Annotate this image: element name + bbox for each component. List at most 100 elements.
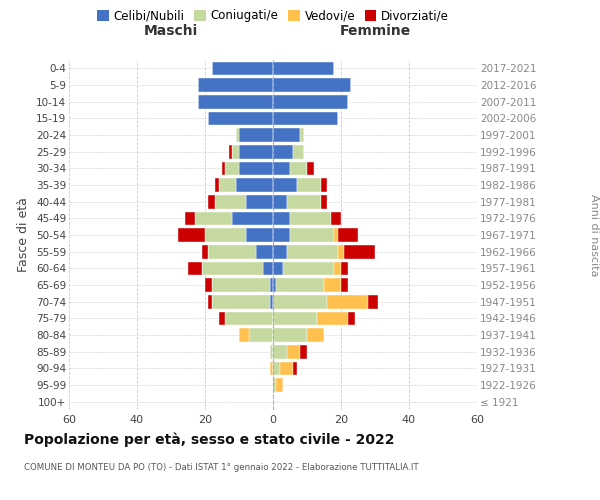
Bar — [273, 312, 317, 325]
Bar — [246, 195, 273, 208]
Bar — [273, 262, 283, 275]
Bar — [277, 378, 283, 392]
Bar — [273, 228, 290, 242]
Bar — [208, 245, 256, 258]
Bar — [249, 328, 273, 342]
Bar — [232, 145, 239, 158]
Bar — [273, 145, 293, 158]
Text: Maschi: Maschi — [144, 24, 198, 38]
Bar — [320, 178, 328, 192]
Bar — [277, 278, 324, 292]
Legend: Celibi/Nubili, Coniugati/e, Vedovi/e, Divorziati/e: Celibi/Nubili, Coniugati/e, Vedovi/e, Di… — [92, 4, 454, 27]
Bar — [344, 245, 375, 258]
Bar — [212, 62, 273, 75]
Bar — [246, 228, 273, 242]
Bar — [328, 295, 368, 308]
Bar — [287, 195, 320, 208]
Bar — [239, 328, 249, 342]
Text: Femmine: Femmine — [340, 24, 410, 38]
Bar — [256, 245, 273, 258]
Bar — [188, 262, 202, 275]
Bar — [269, 362, 273, 375]
Y-axis label: Fasce di età: Fasce di età — [17, 198, 31, 272]
Bar — [205, 278, 212, 292]
Bar — [212, 278, 269, 292]
Bar — [273, 295, 328, 308]
Bar — [273, 245, 287, 258]
Bar — [341, 278, 348, 292]
Bar — [297, 178, 320, 192]
Bar — [218, 178, 236, 192]
Bar — [239, 145, 273, 158]
Bar — [338, 245, 344, 258]
Bar — [317, 312, 348, 325]
Bar — [226, 162, 239, 175]
Bar — [348, 312, 355, 325]
Bar — [273, 345, 287, 358]
Bar — [208, 112, 273, 125]
Bar — [334, 262, 341, 275]
Bar — [215, 178, 218, 192]
Bar — [273, 195, 287, 208]
Bar — [222, 162, 226, 175]
Bar — [198, 78, 273, 92]
Bar — [205, 228, 246, 242]
Bar — [273, 378, 277, 392]
Bar — [293, 362, 297, 375]
Bar — [320, 195, 328, 208]
Bar — [185, 212, 195, 225]
Text: Popolazione per età, sesso e stato civile - 2022: Popolazione per età, sesso e stato civil… — [24, 432, 395, 447]
Bar — [338, 228, 358, 242]
Bar — [283, 262, 334, 275]
Bar — [273, 212, 290, 225]
Bar — [236, 128, 239, 142]
Bar — [341, 262, 348, 275]
Bar — [226, 312, 273, 325]
Bar — [263, 262, 273, 275]
Bar — [202, 245, 208, 258]
Bar — [269, 278, 273, 292]
Bar — [236, 178, 273, 192]
Bar — [273, 362, 280, 375]
Text: Anni di nascita: Anni di nascita — [589, 194, 599, 276]
Bar — [218, 312, 226, 325]
Bar — [273, 128, 300, 142]
Bar — [290, 228, 334, 242]
Bar — [178, 228, 205, 242]
Bar — [229, 145, 232, 158]
Bar — [280, 362, 293, 375]
Bar — [239, 128, 273, 142]
Bar — [202, 262, 263, 275]
Bar — [287, 245, 338, 258]
Bar — [307, 162, 314, 175]
Bar — [290, 212, 331, 225]
Bar — [195, 212, 232, 225]
Bar — [273, 95, 348, 108]
Text: COMUNE DI MONTEU DA PO (TO) - Dati ISTAT 1° gennaio 2022 - Elaborazione TUTTITAL: COMUNE DI MONTEU DA PO (TO) - Dati ISTAT… — [24, 462, 419, 471]
Bar — [331, 212, 341, 225]
Bar — [273, 328, 307, 342]
Bar — [273, 178, 297, 192]
Bar — [307, 328, 324, 342]
Bar — [287, 345, 300, 358]
Bar — [273, 278, 277, 292]
Bar — [273, 62, 334, 75]
Bar — [239, 162, 273, 175]
Bar — [198, 95, 273, 108]
Bar — [208, 295, 212, 308]
Bar — [212, 295, 269, 308]
Bar — [368, 295, 379, 308]
Bar — [334, 228, 338, 242]
Bar — [269, 345, 273, 358]
Bar — [273, 162, 290, 175]
Bar — [215, 195, 246, 208]
Bar — [290, 162, 307, 175]
Bar — [232, 212, 273, 225]
Bar — [269, 295, 273, 308]
Bar — [324, 278, 341, 292]
Bar — [273, 112, 338, 125]
Bar — [208, 195, 215, 208]
Bar — [273, 78, 351, 92]
Bar — [300, 345, 307, 358]
Bar — [293, 145, 304, 158]
